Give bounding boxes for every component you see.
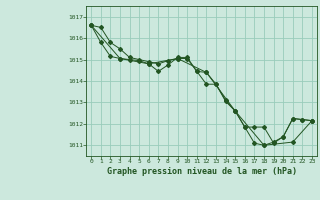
X-axis label: Graphe pression niveau de la mer (hPa): Graphe pression niveau de la mer (hPa)	[107, 167, 297, 176]
